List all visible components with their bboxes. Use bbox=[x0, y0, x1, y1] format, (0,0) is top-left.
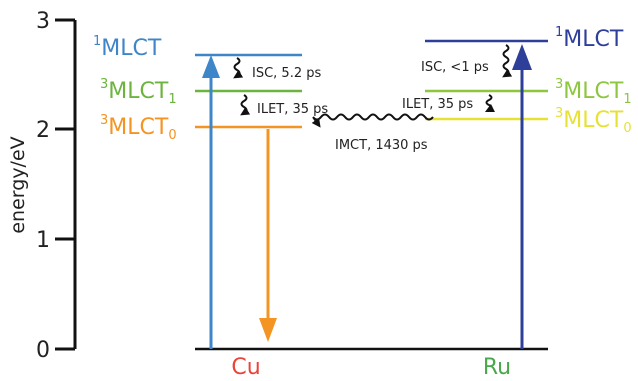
axis-title: energy/eV bbox=[7, 136, 29, 233]
wavy-arrow-icon bbox=[484, 94, 496, 113]
tick-label-2: 2 bbox=[36, 118, 50, 143]
wavy-arrow-icon bbox=[233, 57, 244, 79]
ru-3mlct1-label: 3MLCT1 bbox=[555, 77, 632, 107]
arrow-down-icon bbox=[259, 129, 277, 342]
wavy-arrow-icon bbox=[311, 113, 434, 128]
tick-label-3: 3 bbox=[36, 9, 50, 34]
cu-isc-label: ISC, 5.2 ps bbox=[252, 66, 321, 81]
cu-ilet-label: ILET, 35 ps bbox=[257, 102, 328, 117]
tick-label-0: 0 bbox=[36, 338, 50, 363]
ru-label: Ru bbox=[483, 355, 511, 380]
ru-ilet-label: ILET, 35 ps bbox=[402, 97, 473, 112]
imct-label: IMCT, 1430 ps bbox=[335, 138, 428, 153]
tick-label-1: 1 bbox=[36, 228, 50, 253]
arrow-up-icon bbox=[512, 44, 532, 349]
ru-1mlct-label: 1MLCT bbox=[555, 25, 624, 52]
wavy-arrow-icon bbox=[502, 44, 513, 78]
wavy-arrow-icon bbox=[240, 94, 251, 116]
cu-label: Cu bbox=[231, 355, 260, 380]
cu-1mlct-label: 1MLCT bbox=[93, 34, 162, 61]
cu-3mlct1-label: 3MLCT1 bbox=[100, 77, 177, 107]
cu-3mlct0-label: 3MLCT0 bbox=[100, 113, 177, 143]
ru-3mlct0-label: 3MLCT0 bbox=[555, 106, 632, 136]
energy-axis: 0 1 2 3 energy/eV bbox=[7, 9, 77, 363]
arrow-up-icon bbox=[202, 55, 220, 349]
ru-isc-label: ISC, <1 ps bbox=[421, 60, 489, 75]
